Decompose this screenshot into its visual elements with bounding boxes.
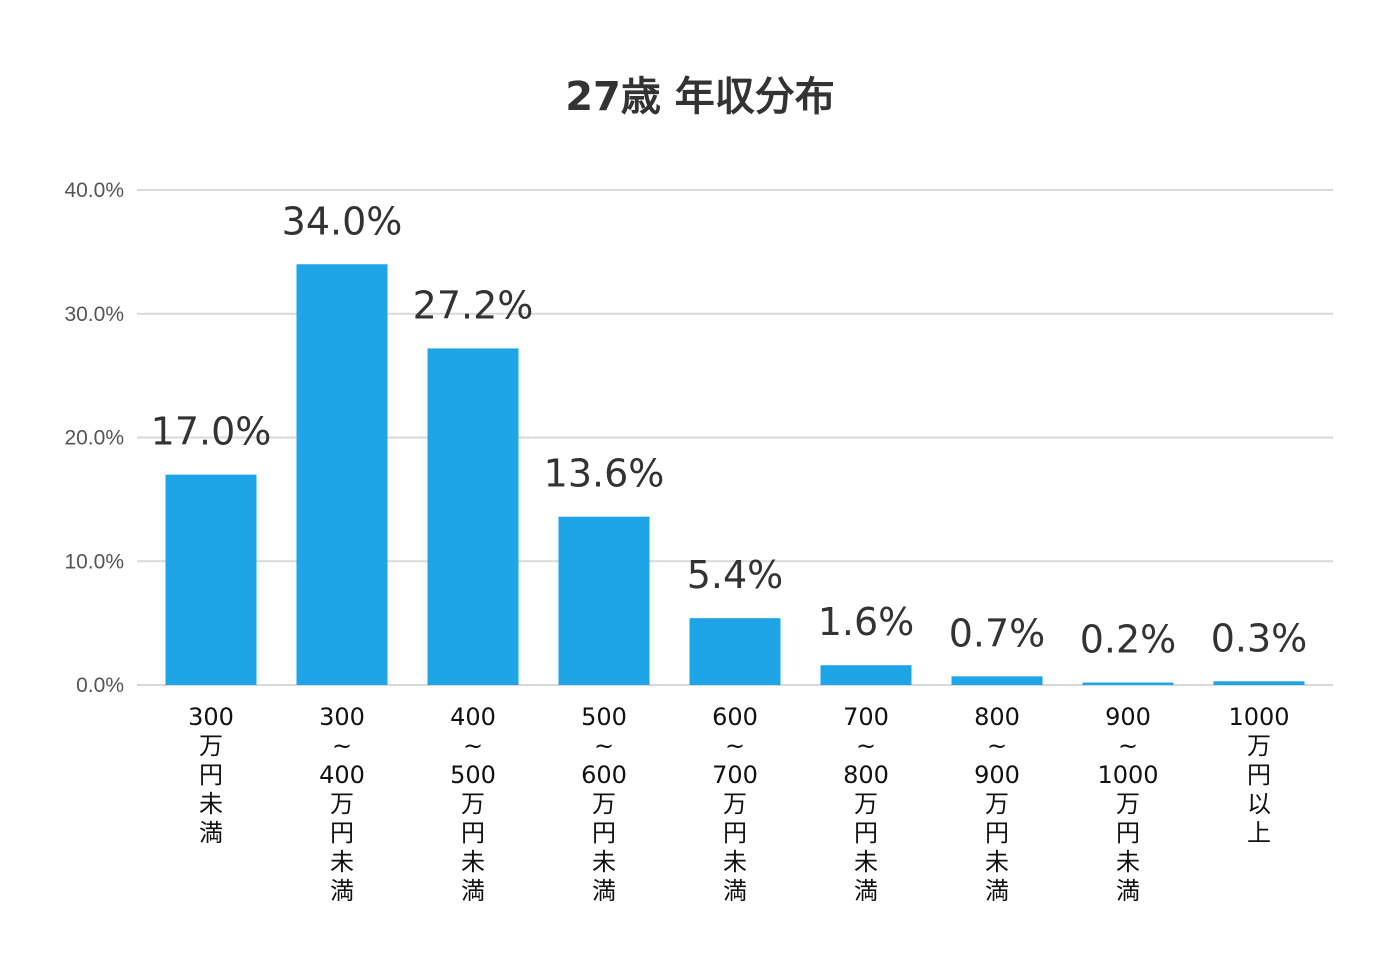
x-category-label-line: 円 bbox=[1247, 761, 1271, 789]
x-category-label-line: 上 bbox=[1247, 819, 1271, 847]
x-category-label-line: 満 bbox=[461, 877, 485, 905]
data-label: 17.0% bbox=[151, 410, 272, 454]
y-tick-label: 20.0% bbox=[64, 427, 124, 450]
x-category-label: 800 ~900 万円未満 bbox=[974, 703, 1020, 905]
x-category-label: 300 万円未満 bbox=[188, 703, 234, 847]
x-category-label: 900 ~1000 万円未満 bbox=[1097, 703, 1158, 905]
x-category-label-line: 未 bbox=[985, 848, 1009, 876]
data-label: 1.6% bbox=[818, 600, 915, 644]
data-label: 13.6% bbox=[544, 452, 665, 496]
chart-title: 27歳 年収分布 bbox=[565, 74, 835, 120]
x-category-label-line: 満 bbox=[854, 877, 878, 905]
x-category-label: 300 ~400 万円未満 bbox=[319, 703, 365, 905]
x-category-label: 400 ~500 万円未満 bbox=[450, 703, 496, 905]
x-category-label: 600 ~700 万円未満 bbox=[712, 703, 758, 905]
data-label: 34.0% bbox=[282, 199, 403, 243]
x-category-label-line: 満 bbox=[1116, 877, 1140, 905]
bar bbox=[820, 665, 912, 685]
y-tick-label: 30.0% bbox=[64, 303, 124, 326]
x-category-label-line: ~ bbox=[1118, 732, 1138, 760]
x-category-label-line: 未 bbox=[199, 790, 223, 818]
x-category-label-line: 1000 bbox=[1097, 761, 1158, 789]
x-category-label-line: ~ bbox=[594, 732, 614, 760]
x-category-label-line: 800 bbox=[843, 761, 889, 789]
x-category-label-line: 500 bbox=[450, 761, 496, 789]
x-category-label-line: ~ bbox=[725, 732, 745, 760]
x-category-label-line: 1000 bbox=[1228, 703, 1289, 731]
x-category-label-line: 900 bbox=[974, 761, 1020, 789]
x-category-label-line: 万 bbox=[461, 790, 485, 818]
x-category-label: 700 ~800 万円未満 bbox=[843, 703, 889, 905]
x-category-label-line: ~ bbox=[463, 732, 483, 760]
x-category-label-line: 500 bbox=[581, 703, 627, 731]
y-tick-label: 10.0% bbox=[64, 550, 124, 573]
x-category-label-line: 700 bbox=[712, 761, 758, 789]
x-category-label-line: 円 bbox=[854, 819, 878, 847]
y-axis-tick-labels: 0.0% 10.0% 20.0% 30.0% 40.0% bbox=[64, 179, 124, 697]
x-category-label-line: 円 bbox=[723, 819, 747, 847]
x-category-label-line: 未 bbox=[461, 848, 485, 876]
x-category-label-line: 万 bbox=[1247, 732, 1271, 760]
x-category-label-line: 万 bbox=[592, 790, 616, 818]
x-category-label-line: 満 bbox=[592, 877, 616, 905]
bar bbox=[165, 474, 257, 685]
x-category-label-line: 万 bbox=[854, 790, 878, 818]
x-category-label-line: 未 bbox=[330, 848, 354, 876]
data-label: 5.4% bbox=[687, 553, 784, 597]
x-category-label-line: 万 bbox=[330, 790, 354, 818]
x-category-label-line: 未 bbox=[592, 848, 616, 876]
x-category-label-line: 万 bbox=[199, 732, 223, 760]
bar bbox=[296, 264, 388, 685]
x-category-label-line: 万 bbox=[723, 790, 747, 818]
data-label: 0.2% bbox=[1080, 618, 1177, 662]
bar bbox=[689, 618, 781, 685]
x-category-label-line: 満 bbox=[985, 877, 1009, 905]
x-category-label-line: 未 bbox=[723, 848, 747, 876]
data-labels: 17.0% 34.0%27.2% 13.6% 5.4% 1.6% 0.7% 0.2% 0.3% bbox=[151, 199, 1308, 661]
bar bbox=[558, 516, 650, 685]
x-category-label: 500 ~600 万円未満 bbox=[581, 703, 627, 905]
bar bbox=[427, 348, 519, 685]
x-category-label-line: 満 bbox=[330, 877, 354, 905]
data-label: 0.3% bbox=[1211, 616, 1308, 660]
x-category-label-line: 400 bbox=[319, 761, 365, 789]
x-category-label-line: 600 bbox=[712, 703, 758, 731]
bar bbox=[1082, 682, 1174, 685]
x-category-label-line: 円 bbox=[592, 819, 616, 847]
x-category-label-line: 600 bbox=[581, 761, 627, 789]
x-category-label-line: 円 bbox=[330, 819, 354, 847]
data-label: 0.7% bbox=[949, 611, 1046, 655]
bars bbox=[165, 264, 1305, 685]
x-category-label-line: ~ bbox=[856, 732, 876, 760]
x-category-label-line: 円 bbox=[985, 819, 1009, 847]
x-category-label-line: 300 bbox=[319, 703, 365, 731]
x-category-label: 1000 万円以上 bbox=[1228, 703, 1289, 847]
x-category-label-line: 満 bbox=[199, 819, 223, 847]
x-category-label-line: ~ bbox=[332, 732, 352, 760]
y-tick-label: 0.0% bbox=[76, 674, 124, 697]
x-category-label-line: 未 bbox=[1116, 848, 1140, 876]
x-category-label-line: ~ bbox=[987, 732, 1007, 760]
x-category-label-line: 400 bbox=[450, 703, 496, 731]
x-category-label-line: 800 bbox=[974, 703, 1020, 731]
x-category-label-line: 未 bbox=[854, 848, 878, 876]
data-label: 27.2% bbox=[413, 283, 534, 327]
x-category-label-line: 円 bbox=[1116, 819, 1140, 847]
x-category-label-line: 以 bbox=[1247, 790, 1271, 818]
bar bbox=[1213, 681, 1305, 685]
x-category-label-line: 万 bbox=[985, 790, 1009, 818]
x-category-label-line: 900 bbox=[1105, 703, 1151, 731]
x-category-label-line: 円 bbox=[461, 819, 485, 847]
x-category-label-line: 円 bbox=[199, 761, 223, 789]
y-tick-label: 40.0% bbox=[64, 179, 124, 202]
x-category-label-line: 700 bbox=[843, 703, 889, 731]
bar bbox=[951, 676, 1043, 685]
x-category-label-line: 万 bbox=[1116, 790, 1140, 818]
x-category-label-line: 300 bbox=[188, 703, 234, 731]
x-category-label-line: 満 bbox=[723, 877, 747, 905]
